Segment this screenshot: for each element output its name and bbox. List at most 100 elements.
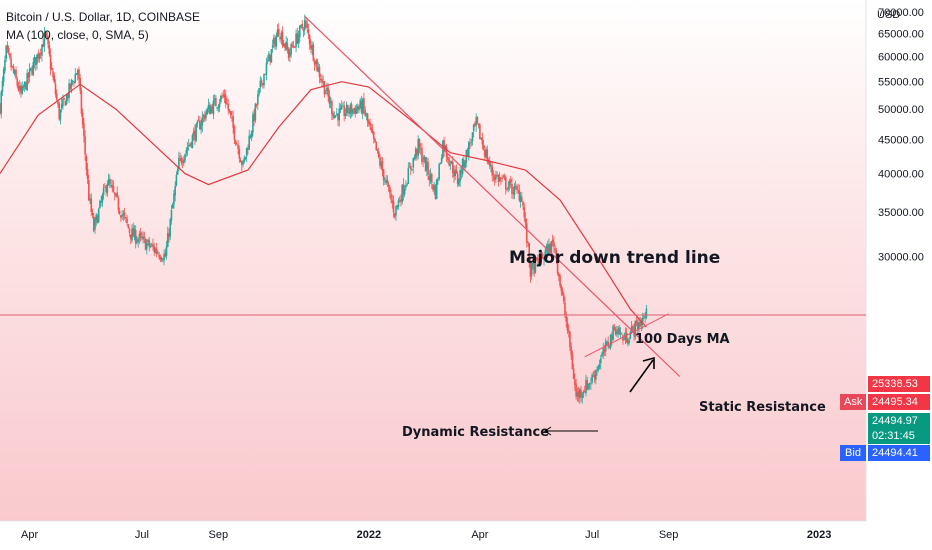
candle-body xyxy=(540,252,543,258)
candle-body xyxy=(95,214,98,221)
candle-body xyxy=(170,210,173,221)
candle-body xyxy=(178,157,180,170)
candle-body xyxy=(340,105,343,109)
candle-body xyxy=(14,71,16,75)
time-axis[interactable]: Apr Jul Sep 2022 Apr Jul Sep 2023 xyxy=(21,529,831,541)
candle-body xyxy=(216,107,218,109)
candle-body xyxy=(15,69,17,79)
candle-body xyxy=(475,117,477,126)
candle-body xyxy=(434,185,437,199)
candle-body xyxy=(622,335,624,341)
candle-body xyxy=(231,116,233,118)
candle-body xyxy=(36,54,38,64)
candle-body xyxy=(33,56,36,63)
candle-body xyxy=(572,368,575,379)
candle-body xyxy=(179,156,181,158)
symbol-title[interactable]: Bitcoin / U.S. Dollar, 1D, COINBASE xyxy=(6,10,201,24)
candle-body xyxy=(303,20,306,30)
candle-body xyxy=(412,158,415,168)
countdown-tag: 02:31:45 xyxy=(868,428,930,444)
candle-body xyxy=(279,36,281,40)
candle-body xyxy=(224,95,227,104)
candle-body xyxy=(107,179,110,186)
candle-body xyxy=(329,101,332,103)
candle-body xyxy=(437,179,439,181)
candle-body xyxy=(458,180,460,186)
candle-body xyxy=(160,258,163,260)
candle-body xyxy=(625,332,628,343)
candle-body xyxy=(128,228,131,233)
candle-body xyxy=(358,107,360,111)
candle-body xyxy=(522,201,524,207)
candle-body xyxy=(7,47,10,54)
candle-body xyxy=(171,204,174,209)
candle-body xyxy=(181,162,184,164)
candle-body xyxy=(317,67,320,72)
candle-body xyxy=(524,218,527,224)
candle-body xyxy=(96,216,99,224)
y-tick-label: 55000.00 xyxy=(878,77,924,89)
candle-body xyxy=(168,233,170,237)
candle-body xyxy=(343,105,345,116)
candle-body xyxy=(215,97,217,107)
candle-body xyxy=(627,342,629,345)
candle-body xyxy=(393,213,396,217)
candle-body xyxy=(138,233,141,239)
candle-body xyxy=(6,45,9,50)
candle-body xyxy=(125,216,127,219)
candle-body xyxy=(223,93,226,98)
candle-body xyxy=(202,115,205,117)
candle-body xyxy=(176,169,179,175)
candle-body xyxy=(613,327,616,330)
candle-body xyxy=(264,74,267,76)
candle-body xyxy=(75,73,78,75)
candle-body xyxy=(371,129,374,133)
candle-body xyxy=(423,156,426,161)
candle-body xyxy=(344,113,347,116)
candle-body xyxy=(217,106,220,109)
candle-body xyxy=(616,331,618,335)
candle-body xyxy=(166,232,169,248)
candle-body xyxy=(12,66,15,73)
x-tick-label: Jul xyxy=(135,529,149,541)
candle-body xyxy=(377,151,380,157)
candle-body xyxy=(254,103,257,121)
candle-body xyxy=(591,374,593,383)
candle-body xyxy=(561,289,564,296)
candle-body xyxy=(94,219,96,230)
candle-body xyxy=(562,294,565,302)
x-tick-label: 2022 xyxy=(357,529,381,541)
candle-body xyxy=(277,29,280,36)
candle-body xyxy=(276,29,279,37)
candle-body xyxy=(291,45,294,47)
candle-body xyxy=(150,244,153,246)
candle-body xyxy=(39,53,42,55)
candle-body xyxy=(525,223,528,243)
candle-body xyxy=(498,177,501,181)
indicator-legend[interactable]: MA (100, close, 0, SMA, 5) xyxy=(6,28,149,42)
candle-body xyxy=(398,200,401,202)
candle-body xyxy=(296,33,299,44)
candle-body xyxy=(305,20,307,24)
candle-body xyxy=(133,228,136,238)
candle-body xyxy=(438,164,440,180)
candle-body xyxy=(17,85,20,91)
candle-body xyxy=(289,52,291,57)
candle-body xyxy=(364,109,366,116)
candle-body xyxy=(259,80,262,88)
candle-body xyxy=(619,332,622,334)
candle-body xyxy=(620,333,623,335)
candle-body xyxy=(495,174,497,179)
candle-body xyxy=(185,150,188,154)
candle-body xyxy=(233,126,236,140)
candle-body xyxy=(645,308,648,318)
x-tick-label: 2023 xyxy=(807,529,831,541)
candle-body xyxy=(310,44,312,49)
candle-body xyxy=(422,160,424,162)
candle-body xyxy=(389,186,391,193)
candle-body xyxy=(54,83,57,95)
dynamic-resistance-line xyxy=(584,313,669,358)
candle-body xyxy=(118,210,121,214)
